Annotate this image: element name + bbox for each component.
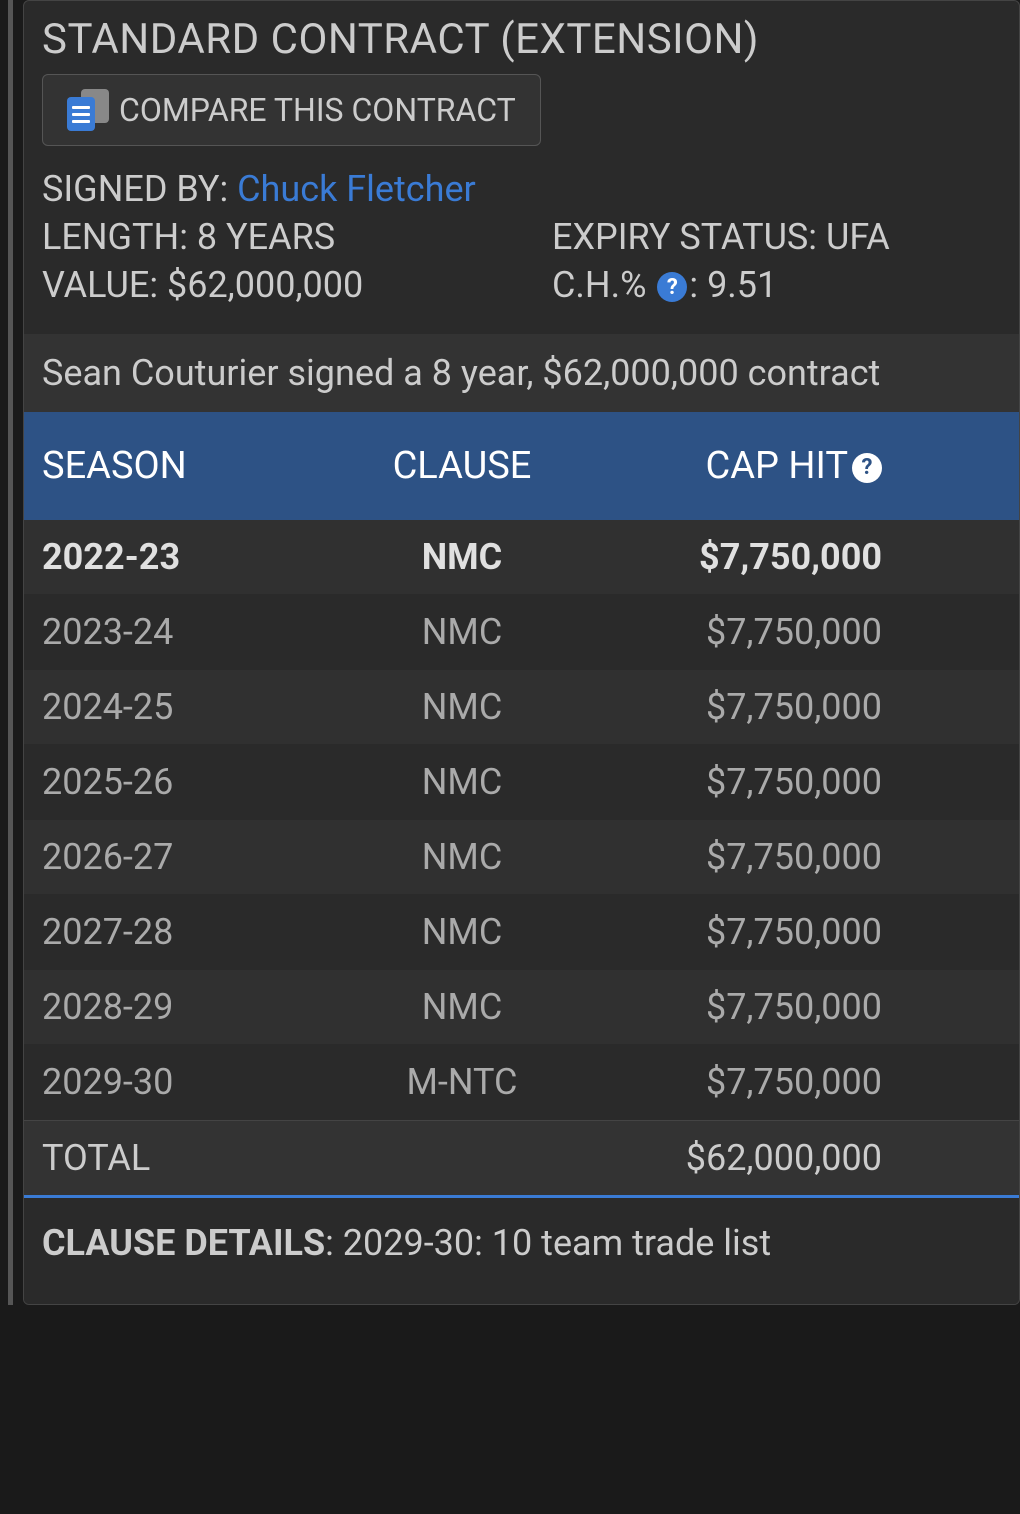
expiry-value: UFA	[826, 216, 890, 258]
signed-by-link[interactable]: Chuck Fletcher	[237, 168, 476, 210]
cell-season: 2022-23	[42, 536, 342, 578]
table-row-total: TOTAL $62,000,000	[24, 1120, 1019, 1198]
cell-caphit: $7,750,000	[582, 911, 922, 953]
header-clause: CLAUSE	[342, 444, 582, 488]
table-row: 2023-24NMC$7,750,000	[24, 595, 1019, 670]
cell-season: 2023-24	[42, 611, 342, 653]
table-header: SEASON CLAUSE CAP HIT?	[24, 412, 1019, 520]
table-row: 2024-25NMC$7,750,000	[24, 670, 1019, 745]
header-caphit: CAP HIT?	[582, 444, 922, 488]
cell-season: 2029-30	[42, 1061, 342, 1103]
cell-season: 2026-27	[42, 836, 342, 878]
contract-header: STANDARD CONTRACT (EXTENSION) COMPARE TH…	[24, 1, 1019, 334]
cell-caphit: $7,750,000	[582, 686, 922, 728]
table-row: 2028-29NMC$7,750,000	[24, 970, 1019, 1045]
value-value: $62,000,000	[167, 264, 363, 306]
ch-label: C.H.%	[552, 264, 655, 306]
cell-season: 2027-28	[42, 911, 342, 953]
ch-row: C.H.% ?: 9.51	[552, 264, 1001, 306]
contract-title: STANDARD CONTRACT (EXTENSION)	[42, 15, 1001, 64]
signed-by-row: SIGNED BY: Chuck Fletcher	[42, 168, 1001, 210]
cell-clause: M-NTC	[342, 1061, 582, 1103]
header-season: SEASON	[42, 444, 342, 488]
help-icon[interactable]: ?	[852, 453, 882, 483]
table-row: 2029-30M-NTC$7,750,000	[24, 1045, 1019, 1120]
cell-clause: NMC	[342, 536, 582, 578]
cell-clause: NMC	[342, 986, 582, 1028]
contract-summary: Sean Couturier signed a 8 year, $62,000,…	[24, 334, 1019, 412]
table-body: 2022-23NMC$7,750,0002023-24NMC$7,750,000…	[24, 520, 1019, 1198]
compare-icon	[67, 89, 109, 131]
cell-total-caphit: $62,000,000	[582, 1137, 922, 1179]
cell-clause: NMC	[342, 686, 582, 728]
help-icon[interactable]: ?	[657, 272, 687, 302]
clause-details: CLAUSE DETAILS: 2029-30: 10 team trade l…	[24, 1198, 1019, 1304]
clause-details-label: CLAUSE DETAILS	[42, 1222, 325, 1264]
compare-contract-button[interactable]: COMPARE THIS CONTRACT	[42, 74, 541, 146]
cell-caphit: $7,750,000	[582, 536, 922, 578]
cell-total-clause	[342, 1137, 582, 1179]
cell-caphit: $7,750,000	[582, 1061, 922, 1103]
cell-clause: NMC	[342, 836, 582, 878]
table-row: 2026-27NMC$7,750,000	[24, 820, 1019, 895]
cell-season: 2025-26	[42, 761, 342, 803]
value-row: VALUE: $62,000,000	[42, 264, 552, 306]
cell-season: 2028-29	[42, 986, 342, 1028]
cell-clause: NMC	[342, 611, 582, 653]
cell-caphit: $7,750,000	[582, 611, 922, 653]
length-label: LENGTH:	[42, 216, 197, 258]
table-row: 2025-26NMC$7,750,000	[24, 745, 1019, 820]
table-row: 2027-28NMC$7,750,000	[24, 895, 1019, 970]
compare-label: COMPARE THIS CONTRACT	[119, 91, 516, 129]
cell-season: 2024-25	[42, 686, 342, 728]
ch-suffix: :	[689, 264, 707, 306]
cell-caphit: $7,750,000	[582, 986, 922, 1028]
cell-clause: NMC	[342, 911, 582, 953]
length-row: LENGTH: 8 YEARS	[42, 216, 552, 258]
cell-caphit: $7,750,000	[582, 836, 922, 878]
ch-value: 9.51	[707, 264, 777, 306]
clause-details-text: : 2029-30: 10 team trade list	[325, 1222, 771, 1264]
expiry-row: EXPIRY STATUS: UFA	[552, 216, 1001, 258]
signed-by-label: SIGNED BY:	[42, 168, 237, 210]
value-label: VALUE:	[42, 264, 167, 306]
cell-total-label: TOTAL	[42, 1137, 342, 1179]
cell-clause: NMC	[342, 761, 582, 803]
expiry-label: EXPIRY STATUS:	[552, 216, 826, 258]
table-row: 2022-23NMC$7,750,000	[24, 520, 1019, 595]
cell-caphit: $7,750,000	[582, 761, 922, 803]
length-value: 8 YEARS	[197, 216, 335, 258]
contract-card: STANDARD CONTRACT (EXTENSION) COMPARE TH…	[23, 0, 1020, 1305]
